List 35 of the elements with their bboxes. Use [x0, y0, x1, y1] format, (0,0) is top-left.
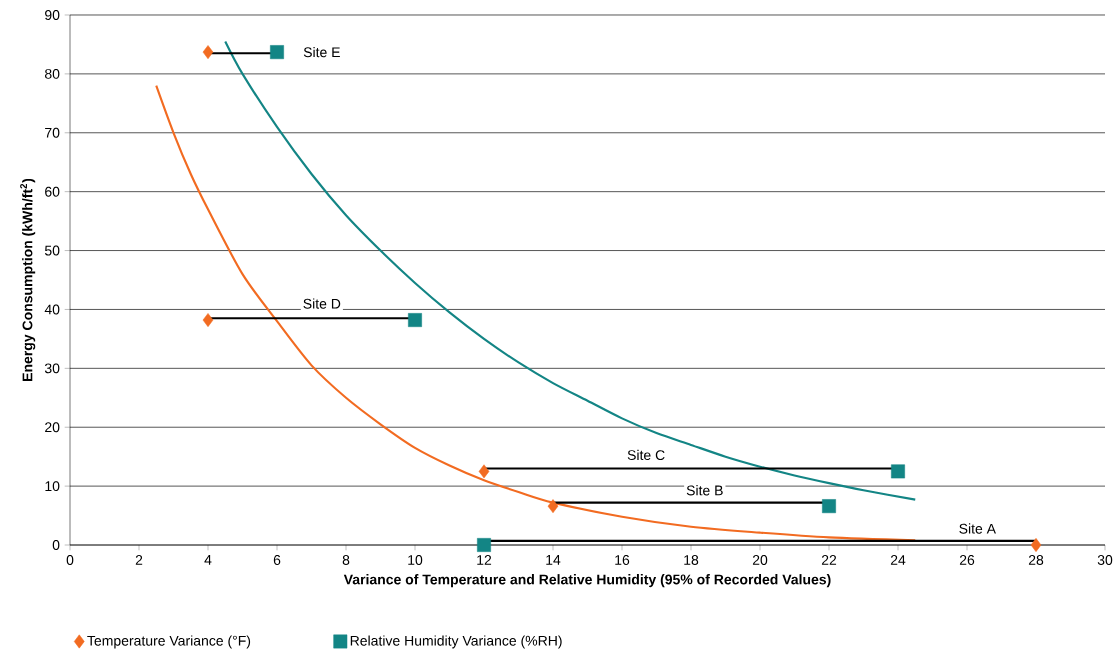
y-tick-label: 30: [44, 363, 60, 374]
x-tick-label: 8: [342, 555, 350, 565]
x-tick-label: 24: [890, 555, 906, 565]
x-tick-label: 4: [204, 555, 212, 565]
x-tick-label: 10: [408, 555, 423, 565]
x-tick-label: 18: [684, 555, 699, 565]
x-tick-label: 14: [546, 555, 561, 565]
annotation: Site C: [627, 449, 665, 461]
annotation: Site A: [959, 523, 996, 534]
y-tick-label: 20: [45, 422, 60, 433]
x-tick-label: 6: [273, 555, 281, 565]
x-tick-label: 0: [66, 555, 74, 565]
x-tick-label: 22: [821, 555, 837, 565]
x-tick-label: 12: [477, 555, 492, 565]
x-tick-label: 20: [752, 555, 768, 565]
y-axis-title: Energy Consumption (kWh/ft$^{2}$): [20, 178, 36, 381]
y-tick-label: 0: [52, 540, 60, 550]
x-axis-title: Variance of Temperature and Relative Humidity (95% of Recorded Values): [343, 574, 831, 588]
y-tick-label: 70: [45, 127, 60, 138]
y-tick-label: 50: [44, 245, 60, 256]
legend-label: Temperature Variance (°F): [87, 635, 251, 649]
x-tick-label: 2: [135, 555, 143, 565]
legend-label: Relative Humidity Variance (%RH): [350, 635, 562, 649]
y-tick-label: 90: [45, 10, 60, 20]
annotation: Site D: [303, 298, 341, 309]
x-tick-label: 28: [1028, 555, 1044, 565]
annotation: Site B: [686, 485, 723, 496]
y-tick-label: 60: [45, 186, 60, 197]
x-tick-label: 30: [1097, 555, 1113, 565]
x-tick-label: 16: [615, 555, 630, 565]
x-tick-label: 26: [959, 555, 975, 565]
annotation: Site E: [303, 46, 340, 58]
y-tick-label: 80: [44, 68, 60, 79]
y-tick-label: 40: [44, 304, 60, 315]
y-tick-label: 10: [45, 481, 60, 492]
